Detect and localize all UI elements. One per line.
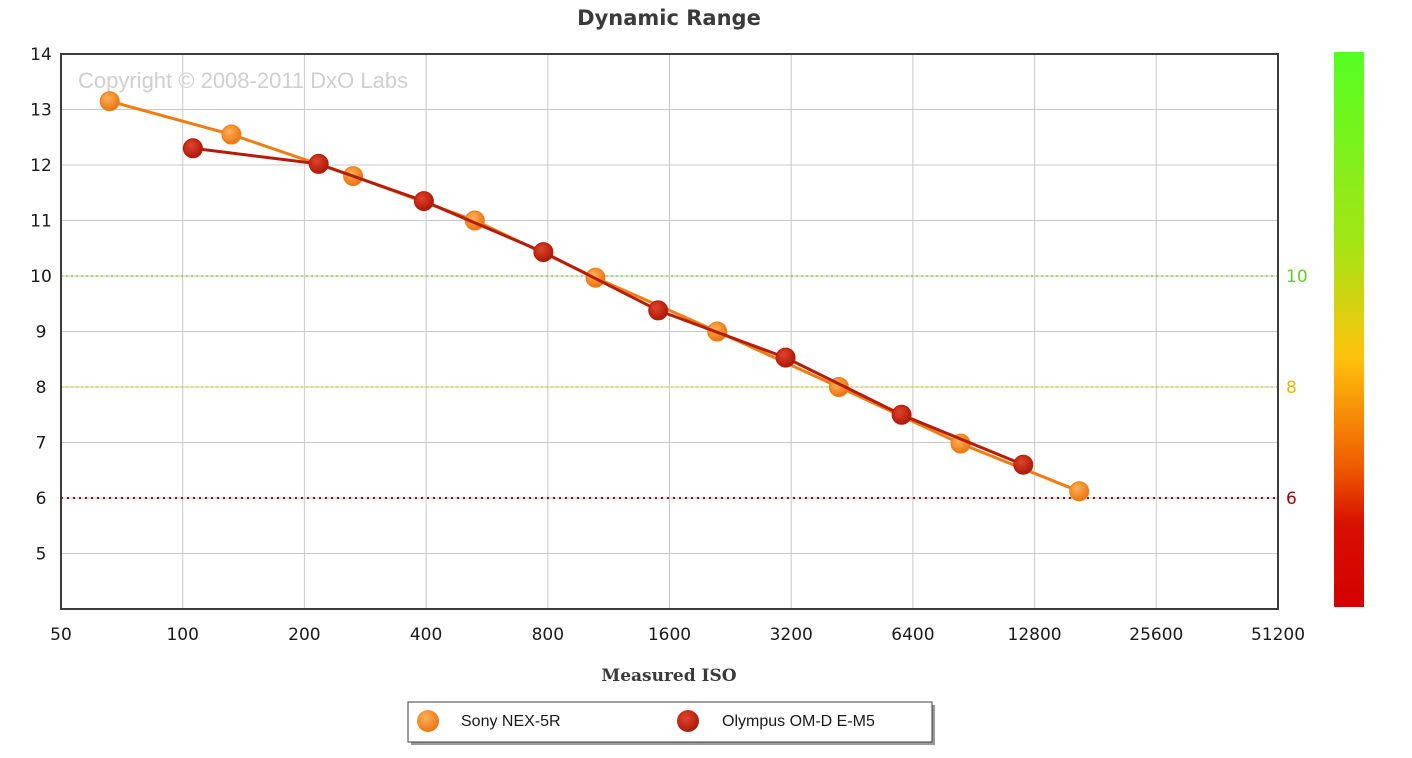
data-series xyxy=(99,91,1090,502)
x-tick-label-50: 50 xyxy=(50,625,72,645)
y-axis-ticks: 5 6 7 8 9 10 11 12 13 14 xyxy=(30,45,52,565)
y-tick-label-12: 12 xyxy=(30,156,52,176)
x-tick-label-25600: 25600 xyxy=(1129,625,1183,645)
y-tick-label-8: 8 xyxy=(36,378,47,398)
reference-label-6: 6 xyxy=(1286,489,1297,509)
x-tick-label-400: 400 xyxy=(410,625,442,645)
y-tick-label-14: 14 xyxy=(30,45,52,65)
x-axis-ticks: 50 100 200 400 800 1600 3200 6400 12800 25600 5120… xyxy=(50,625,1305,645)
data-point-sony-0 xyxy=(99,91,120,112)
series-olympus xyxy=(182,138,1034,475)
reference-label-8: 8 xyxy=(1286,378,1297,398)
y-tick-label-9: 9 xyxy=(36,323,47,343)
data-point-olympus-2 xyxy=(413,191,434,212)
series-sony xyxy=(99,91,1090,502)
x-tick-label-51200: 51200 xyxy=(1251,625,1305,645)
legend-box xyxy=(407,701,933,743)
plot-area-border xyxy=(60,53,1279,610)
x-tick-label-800: 800 xyxy=(532,625,564,645)
chart-title: Dynamic Range xyxy=(577,6,761,30)
data-point-sony-1 xyxy=(221,124,242,145)
legend-marker-sony xyxy=(417,710,439,732)
legend: Sony NEX-5R Olympus OM-D E-M5 xyxy=(407,701,935,745)
x-tick-label-12800: 12800 xyxy=(1008,625,1062,645)
data-point-sony-8 xyxy=(1069,481,1090,502)
data-point-olympus-1 xyxy=(308,153,329,174)
y-tick-label-10: 10 xyxy=(30,267,52,287)
x-tick-label-100: 100 xyxy=(166,625,198,645)
legend-label-olympus: Olympus OM-D E-M5 xyxy=(722,713,875,730)
x-tick-label-3200: 3200 xyxy=(770,625,813,645)
data-point-olympus-0 xyxy=(182,138,203,159)
data-point-olympus-6 xyxy=(891,404,912,425)
data-point-olympus-4 xyxy=(648,300,669,321)
y-tick-label-13: 13 xyxy=(30,101,52,121)
reference-labels: 10 8 6 xyxy=(1286,267,1308,509)
legend-label-sony: Sony NEX-5R xyxy=(461,713,561,730)
dynamic-range-color-scale xyxy=(1334,52,1364,607)
x-tick-label-1600: 1600 xyxy=(648,625,691,645)
y-tick-label-11: 11 xyxy=(30,212,52,232)
data-point-olympus-5 xyxy=(775,347,796,368)
x-axis-title: Measured ISO xyxy=(601,666,736,686)
data-point-olympus-7 xyxy=(1013,454,1034,475)
series-line-olympus xyxy=(192,146,1024,467)
copyright-watermark: Copyright © 2008-2011 DxO Labs xyxy=(78,68,408,93)
x-tick-label-6400: 6400 xyxy=(891,625,934,645)
x-tick-label-200: 200 xyxy=(288,625,320,645)
y-tick-label-7: 7 xyxy=(36,434,47,454)
series-line-sony xyxy=(109,99,1080,493)
y-tick-label-5: 5 xyxy=(36,545,47,565)
legend-marker-olympus xyxy=(677,710,699,732)
data-point-olympus-3 xyxy=(533,242,554,263)
reference-label-10: 10 xyxy=(1286,267,1308,287)
y-tick-label-6: 6 xyxy=(36,489,47,509)
